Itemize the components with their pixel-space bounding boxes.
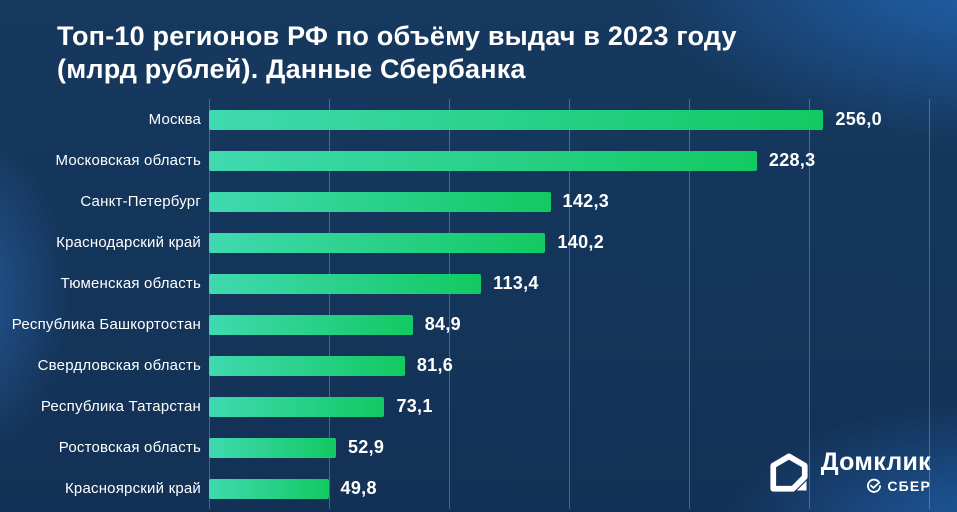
value-label: 84,9: [424, 314, 461, 334]
row-plot: 81,6: [209, 345, 957, 386]
gridline: [689, 99, 690, 509]
logo-text: Домклик СБЕР: [820, 447, 931, 494]
gridline: [449, 99, 450, 509]
bar: [209, 232, 546, 253]
brand-name: Домклик: [820, 447, 931, 476]
domclick-logo: Домклик СБЕР: [768, 447, 931, 494]
bar-row: Краснодарский край 140,2: [0, 222, 957, 263]
value-label: 49,8: [340, 478, 377, 498]
value-label: 256,0: [835, 109, 882, 129]
bar-row: Санкт-Петербург 142,3: [0, 181, 957, 222]
gridlines: [209, 99, 930, 509]
category-label: Свердловская область: [37, 357, 201, 374]
bar-row: Красноярский край 49,8: [0, 468, 957, 509]
category-label: Тюменская область: [60, 275, 201, 292]
value-label: 140,2: [557, 232, 605, 252]
row-plot: 73,1: [209, 386, 957, 427]
bar: [209, 314, 413, 335]
category-label: Москва: [148, 111, 201, 128]
row-plot: 113,4: [209, 263, 957, 304]
bar: [209, 273, 482, 294]
category-label: Красноярский край: [64, 480, 201, 497]
bank-name: СБЕР: [887, 478, 931, 494]
row-plot: 228,3: [209, 140, 957, 181]
bar: [209, 437, 336, 458]
row-plot: 256,0: [209, 99, 957, 140]
bar-row: Ростовская область 52,9: [0, 427, 957, 468]
category-label: Республика Башкортостан: [11, 316, 201, 333]
bar-chart: Москва 256,0 Московская область 228,3 Санкт-…: [0, 99, 957, 509]
gridline: [929, 99, 930, 509]
category-label: Санкт-Петербург: [80, 193, 201, 210]
value-label: 113,4: [493, 273, 539, 293]
bar: [209, 478, 329, 499]
row-plot: 142,3: [209, 181, 957, 222]
sber-check-icon: [867, 478, 882, 493]
row-plot: 49,8: [209, 468, 957, 509]
bar: [209, 109, 824, 130]
bar-row: Свердловская область 81,6: [0, 345, 957, 386]
category-label: Краснодарский край: [56, 234, 201, 251]
sber-row: СБЕР: [866, 478, 931, 494]
bar: [209, 396, 385, 417]
category-label: Ростовская область: [58, 439, 201, 456]
gridline: [809, 99, 810, 509]
domclick-house-icon: [770, 453, 808, 492]
chart-title: Топ-10 регионов РФ по объёму выдач в 202…: [57, 20, 737, 86]
category-label: Республика Татарстан: [40, 398, 201, 415]
bar: [209, 191, 551, 212]
bar-row: Московская область 228,3: [0, 140, 957, 181]
chart-rows: Москва 256,0 Московская область 228,3 Санкт-…: [0, 99, 957, 509]
bar-row: Москва 256,0: [0, 99, 957, 140]
row-plot: 52,9: [209, 427, 957, 468]
value-label: 228,3: [768, 150, 816, 170]
chart-title-line: (млрд рублей). Данные Сбербанка: [57, 53, 526, 84]
value-label: 73,1: [396, 396, 433, 416]
bar-row: Республика Татарстан 73,1: [0, 386, 957, 427]
gridline: [209, 99, 210, 509]
bar-row: Республика Башкортостан 84,9: [0, 304, 957, 345]
bar: [209, 355, 405, 376]
value-label: 52,9: [347, 437, 385, 457]
gridline: [569, 99, 570, 509]
row-plot: 84,9: [209, 304, 957, 345]
chart-title-line: Топ-10 регионов РФ по объёму выдач в 202…: [57, 21, 737, 51]
value-label: 142,3: [562, 191, 610, 211]
gridline: [329, 99, 330, 509]
bar: [209, 150, 757, 171]
row-plot: 140,2: [209, 222, 957, 263]
value-label: 81,6: [416, 355, 454, 375]
bar-row: Тюменская область 113,4: [0, 263, 957, 304]
category-label: Московская область: [55, 152, 201, 169]
